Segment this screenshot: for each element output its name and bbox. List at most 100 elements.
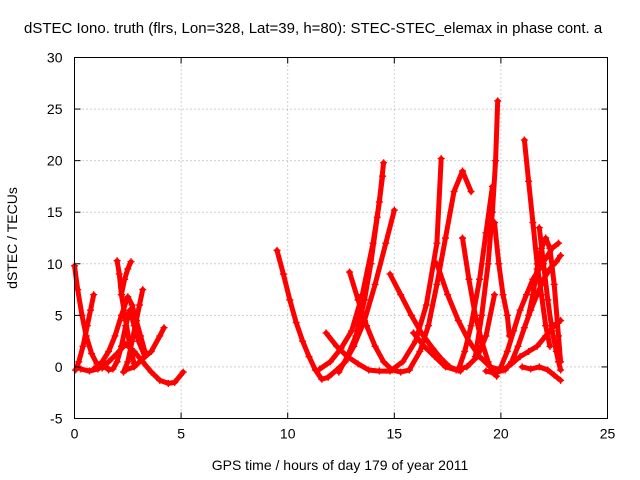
x-tick-label: 5	[177, 426, 185, 442]
data-point	[373, 213, 381, 221]
data-point	[478, 311, 486, 319]
data-point	[557, 376, 565, 384]
data-point	[160, 324, 168, 332]
data-point	[279, 270, 287, 278]
data-point	[399, 358, 407, 366]
data-point	[77, 365, 85, 373]
data-point	[380, 358, 388, 366]
data-point	[405, 366, 413, 374]
data-point	[360, 296, 368, 304]
data-point	[537, 291, 545, 299]
data-point	[397, 368, 405, 376]
data-point	[433, 280, 441, 288]
y-tick-label: 20	[47, 153, 63, 169]
data-point	[90, 365, 98, 373]
y-tick-label: 30	[47, 50, 63, 66]
data-point	[124, 293, 132, 301]
data-point	[454, 317, 462, 325]
data-point	[433, 239, 441, 247]
data-point	[126, 306, 134, 314]
data-point	[105, 358, 113, 366]
data-point	[113, 358, 121, 366]
data-point	[371, 342, 379, 350]
data-point	[450, 188, 458, 196]
data-series	[386, 270, 464, 375]
data-point	[318, 375, 326, 383]
data-point	[286, 296, 294, 304]
data-point	[111, 332, 119, 340]
data-point	[510, 327, 518, 335]
data-point	[533, 342, 541, 350]
data-point	[529, 291, 537, 299]
data-point	[88, 350, 96, 358]
data-point	[128, 301, 136, 309]
series-trace	[492, 220, 512, 339]
data-point	[471, 353, 479, 361]
data-point	[548, 327, 556, 335]
data-point	[371, 280, 379, 288]
data-point	[501, 366, 509, 374]
data-point	[72, 366, 80, 374]
data-point	[525, 177, 533, 185]
plot-frame	[74, 57, 608, 419]
data-series	[122, 324, 168, 374]
data-point	[132, 317, 140, 325]
data-series	[72, 291, 98, 374]
data-point	[335, 368, 343, 376]
data-point	[75, 358, 83, 366]
data-point	[273, 246, 281, 254]
data-point	[522, 291, 530, 299]
data-point	[375, 367, 383, 375]
data-point	[520, 136, 528, 144]
data-point	[390, 206, 398, 214]
data-point	[540, 260, 548, 268]
data-point	[459, 234, 467, 242]
data-point	[499, 291, 507, 299]
data-point	[422, 301, 430, 309]
data-series	[77, 340, 187, 387]
y-axis-label: dSTEC / TECUs	[4, 187, 20, 289]
data-point	[305, 353, 313, 361]
data-point	[554, 332, 562, 340]
data-point	[352, 332, 360, 340]
data-point	[454, 366, 462, 374]
data-series	[405, 167, 475, 374]
data-point	[343, 353, 351, 361]
series-trace	[387, 271, 463, 374]
data-point	[514, 342, 522, 350]
y-tick-label: 0	[55, 359, 63, 375]
data-point	[299, 337, 307, 345]
x-tick-label: 15	[387, 426, 403, 442]
x-tick-label: 10	[280, 426, 296, 442]
data-point	[127, 258, 135, 266]
data-point	[433, 260, 441, 268]
data-series	[471, 97, 502, 361]
data-point	[124, 265, 132, 273]
data-point	[542, 322, 550, 330]
data-point	[86, 306, 94, 314]
data-point	[527, 365, 535, 373]
data-point	[115, 270, 123, 278]
data-point	[508, 358, 516, 366]
data-point	[113, 257, 121, 265]
data-point	[139, 355, 147, 363]
data-point	[98, 358, 106, 366]
data-point	[525, 311, 533, 319]
data-point	[467, 188, 475, 196]
data-point	[491, 291, 499, 299]
data-point	[171, 378, 179, 386]
data-point	[431, 353, 439, 361]
data-point	[388, 366, 396, 374]
data-point	[520, 324, 528, 332]
data-point	[533, 265, 541, 273]
data-point	[516, 306, 524, 314]
data-point	[444, 291, 452, 299]
chart-title: dSTEC Iono. truth (flrs, Lon=328, Lat=39…	[24, 20, 603, 37]
data-point	[117, 291, 125, 299]
data-point	[497, 363, 505, 371]
data-point	[535, 224, 543, 232]
data-point	[503, 347, 511, 355]
data-point	[482, 367, 490, 375]
data-point	[122, 366, 130, 374]
